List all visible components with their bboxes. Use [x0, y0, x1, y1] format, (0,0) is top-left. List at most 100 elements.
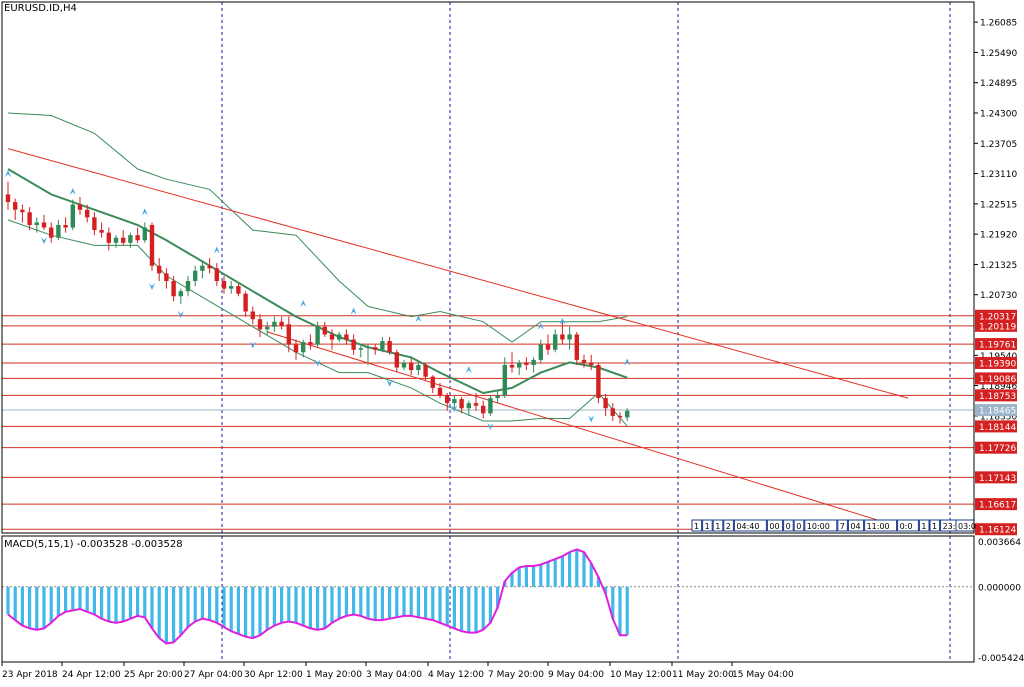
macd-bar [575, 549, 579, 587]
trend-line[interactable] [7, 148, 909, 399]
macd-bar [100, 586, 104, 619]
trend-line[interactable] [267, 331, 909, 530]
price-tick-label: 1.19540 [980, 352, 1017, 362]
candle-body [106, 232, 111, 243]
candle-body [452, 399, 457, 404]
time-tick-label: 15 May 04:00 [732, 670, 794, 680]
candle-body [517, 362, 522, 368]
time-scroller-box[interactable] [733, 519, 767, 532]
fractal-down-arrow [386, 379, 393, 387]
fractal-down-arrow [588, 415, 595, 423]
candle-body [344, 334, 349, 340]
macd-bar [128, 586, 132, 619]
fractal-down-arrow [314, 359, 321, 367]
candle-body [387, 341, 392, 353]
candle [49, 222, 54, 243]
candle-body [142, 227, 147, 241]
time-scroller-label: 10:00 [807, 522, 830, 531]
bollinger-upper-band [7, 112, 628, 343]
time-scroller-label: 7 [840, 522, 845, 531]
candle [488, 395, 493, 416]
level-price-tag [975, 389, 1017, 402]
macd-bar [200, 586, 204, 619]
candle [243, 291, 248, 317]
macd-bar [64, 586, 68, 612]
candle-body [358, 348, 363, 350]
candle-body [236, 286, 241, 294]
candle-body [445, 395, 450, 404]
fractal-up-arrow [350, 307, 357, 315]
candle [279, 316, 284, 330]
candle-body [293, 344, 299, 353]
time-scroller-box[interactable] [766, 519, 784, 532]
candle-body [394, 352, 399, 368]
fractal-up-arrow [465, 366, 472, 374]
fractal-up-arrow [415, 315, 422, 323]
time-scroller-box[interactable] [783, 519, 794, 532]
time-scroller-box[interactable] [702, 519, 713, 532]
candle-body [207, 265, 212, 269]
time-scroller-label: 1 [921, 522, 926, 531]
time-scroller-box[interactable] [864, 519, 898, 532]
macd-bar [6, 586, 10, 615]
candle [164, 268, 169, 289]
candle [502, 357, 507, 399]
candle [373, 344, 378, 355]
candle-body [27, 212, 32, 225]
candle [128, 232, 133, 248]
candle [524, 357, 529, 371]
time-scroller-label: 0:0 [900, 522, 913, 531]
macd-bar [395, 586, 399, 618]
candle [56, 219, 61, 241]
time-scroller-box[interactable] [793, 519, 805, 532]
candle-body [301, 342, 306, 353]
macd-bar [323, 586, 327, 629]
candle [617, 412, 623, 424]
candle-body [243, 293, 248, 312]
macd-bar [373, 586, 377, 621]
macd-bar [431, 586, 435, 621]
level-price-tag [975, 498, 1017, 511]
price-tick-label: 1.24895 [980, 79, 1017, 89]
candle-body [308, 342, 313, 345]
candle-body [380, 341, 385, 350]
price-tick-label: 1.18946 [980, 382, 1017, 392]
candle-body [351, 339, 356, 350]
time-scroller-box[interactable] [712, 519, 724, 532]
level-price-tag [975, 372, 1017, 385]
time-scroller-box[interactable] [691, 519, 703, 532]
time-tick-label: 4 May 12:00 [428, 670, 484, 680]
time-scroller-box[interactable] [837, 519, 848, 532]
candle [63, 217, 68, 233]
candle-body [567, 334, 572, 340]
macd-bar [424, 586, 428, 619]
time-scroller-box[interactable] [847, 519, 865, 532]
candle-body [401, 362, 407, 368]
candle [495, 390, 500, 404]
fractal-down-arrow [451, 405, 458, 413]
candle-body [365, 347, 371, 349]
candle-body [409, 362, 414, 371]
candle-body [157, 265, 162, 274]
time-scroller-box[interactable] [804, 519, 838, 532]
time-scroller-label: 11:00 [867, 522, 890, 531]
time-scroller-box[interactable] [918, 519, 930, 532]
candle-body [221, 280, 227, 289]
time-scroller-box[interactable] [929, 519, 941, 532]
price-tick-label: 1.20730 [980, 291, 1017, 301]
candle-body [214, 268, 219, 281]
macd-bar [560, 556, 564, 587]
macd-bar [42, 586, 46, 629]
candle [452, 395, 457, 409]
candle [481, 400, 486, 419]
candle-body [437, 387, 443, 396]
time-scroller-box[interactable] [897, 519, 919, 532]
candle [344, 329, 349, 345]
macd-bar [402, 586, 406, 616]
candle [509, 352, 515, 373]
candle-body [56, 224, 61, 238]
time-scroller-box[interactable] [723, 519, 734, 532]
candle-body [128, 235, 133, 243]
